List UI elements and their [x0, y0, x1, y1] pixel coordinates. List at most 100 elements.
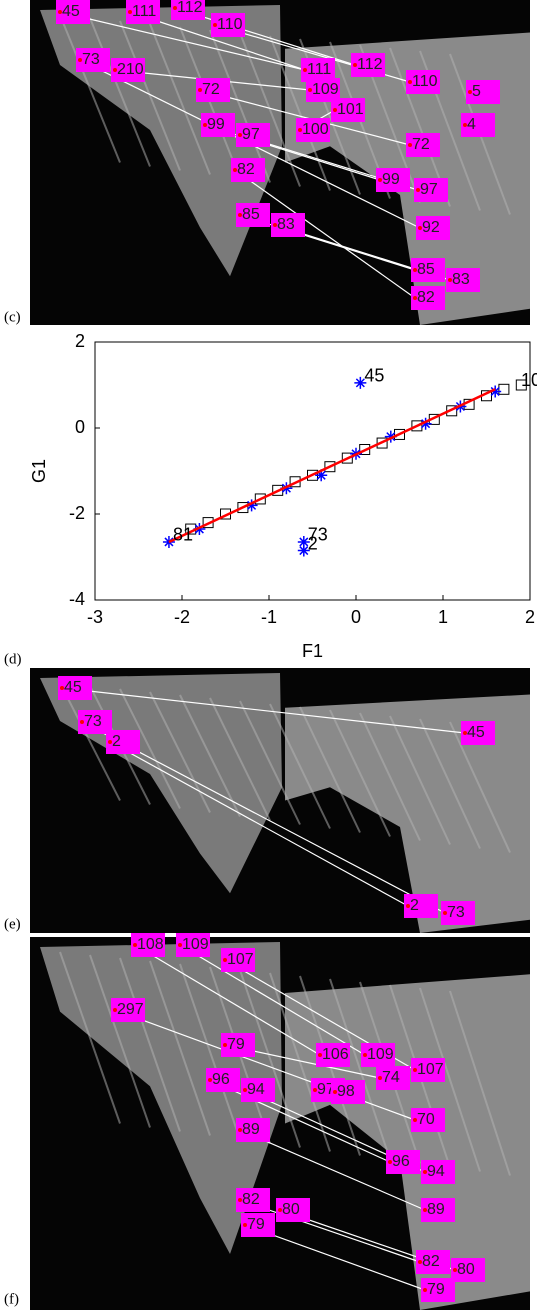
marker-label: 96 — [212, 1071, 230, 1088]
plot-area — [94, 341, 531, 601]
marker-label: 2 — [410, 897, 419, 914]
marker-point — [298, 128, 302, 132]
marker-label: 80 — [457, 1261, 475, 1278]
marker-point — [238, 1128, 242, 1132]
marker-label: 107 — [227, 951, 254, 968]
ridge — [119, 688, 181, 809]
point — [297, 535, 310, 548]
x-tick-label: -3 — [87, 607, 103, 627]
marker-point — [408, 80, 412, 84]
ridge — [149, 23, 211, 175]
marker-label: 82 — [422, 1253, 440, 1270]
marker-point — [453, 1268, 457, 1272]
point — [515, 379, 527, 391]
marker-label: 45 — [64, 679, 82, 696]
match-line — [239, 1129, 426, 1211]
marker-point — [416, 188, 420, 192]
marker-label: 101 — [337, 101, 364, 118]
point — [498, 383, 510, 395]
marker-label: 73 — [84, 713, 102, 730]
marker-label: 73 — [82, 51, 100, 68]
marker-point — [233, 168, 237, 172]
marker-point — [223, 1043, 227, 1047]
marker-label: 79 — [227, 1036, 245, 1053]
marker-point — [448, 278, 452, 282]
marker-label: 100 — [302, 121, 329, 138]
ridge — [299, 706, 361, 833]
marker-point — [308, 88, 312, 92]
marker-point — [58, 10, 62, 14]
point — [489, 385, 502, 398]
ridge — [239, 32, 301, 187]
point — [297, 544, 310, 557]
point — [354, 376, 367, 389]
marker-point — [113, 1008, 117, 1012]
marker-point — [133, 943, 137, 947]
point — [237, 502, 249, 514]
ridge — [239, 969, 301, 1148]
marker-point — [203, 123, 207, 127]
marker-point — [173, 6, 177, 10]
ridge — [329, 978, 391, 1160]
marker-point — [243, 1088, 247, 1092]
marker-label: 72 — [412, 136, 430, 153]
marker-point — [413, 1068, 417, 1072]
point — [272, 484, 284, 496]
point — [419, 417, 432, 430]
marker-point — [353, 63, 357, 67]
ridge — [89, 954, 151, 1128]
marker-point — [78, 58, 82, 62]
marker-label: 97 — [242, 126, 260, 143]
point — [341, 452, 353, 464]
point — [376, 437, 388, 449]
marker-label: 97 — [317, 1081, 335, 1098]
marker-label: 94 — [427, 1163, 445, 1180]
image-panel: 108 109 107 297 79 96 94 97 89 82 80 79 106 109 107 74 9… — [30, 933, 530, 1310]
marker-label: 45 — [62, 3, 80, 20]
match-line — [179, 944, 366, 1056]
ridge — [149, 691, 211, 813]
match-line — [61, 687, 466, 734]
marker-point — [318, 1053, 322, 1057]
marker-label: 83 — [452, 271, 470, 288]
ridge — [209, 29, 271, 183]
point — [315, 469, 328, 482]
marker-point — [178, 943, 182, 947]
ridge — [329, 709, 391, 837]
marker-point — [113, 68, 117, 72]
ridge — [179, 26, 241, 179]
x-tick-label: 1 — [438, 607, 448, 627]
marker-label: 112 — [177, 0, 203, 16]
ridge — [119, 20, 181, 171]
marker-label: 108 — [137, 936, 164, 953]
marker-label: 89 — [242, 1121, 260, 1138]
marker-label: 110 — [412, 73, 438, 90]
marker-point — [198, 88, 202, 92]
marker-label: 111 — [307, 61, 331, 78]
x-tick-label: 0 — [351, 607, 361, 627]
panel-label: (f) — [4, 1291, 19, 1307]
x-tick-label: -1 — [261, 607, 277, 627]
marker-label: 73 — [447, 904, 465, 921]
marker-label: 112 — [357, 56, 383, 73]
annotation: 2 — [308, 533, 318, 553]
marker-point — [238, 213, 242, 217]
y-tick-label: 2 — [75, 331, 85, 351]
marker-point — [378, 178, 382, 182]
ridge — [419, 718, 481, 849]
marker-label: 4 — [467, 116, 476, 133]
ridge — [389, 715, 451, 845]
marker-label: 5 — [472, 83, 481, 100]
match-line — [59, 11, 306, 71]
ridge — [59, 682, 121, 801]
marker-label: 85 — [417, 261, 435, 278]
ridge — [269, 972, 331, 1152]
marker-label: 111 — [132, 3, 156, 20]
marker-point — [408, 143, 412, 147]
marker-label: 82 — [417, 289, 435, 306]
marker-point — [443, 911, 447, 915]
match-line — [209, 1079, 391, 1163]
ridge — [209, 697, 271, 821]
